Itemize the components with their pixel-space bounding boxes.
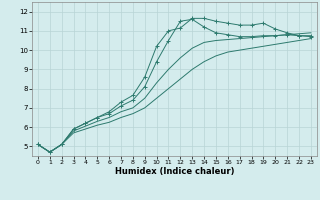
X-axis label: Humidex (Indice chaleur): Humidex (Indice chaleur): [115, 167, 234, 176]
